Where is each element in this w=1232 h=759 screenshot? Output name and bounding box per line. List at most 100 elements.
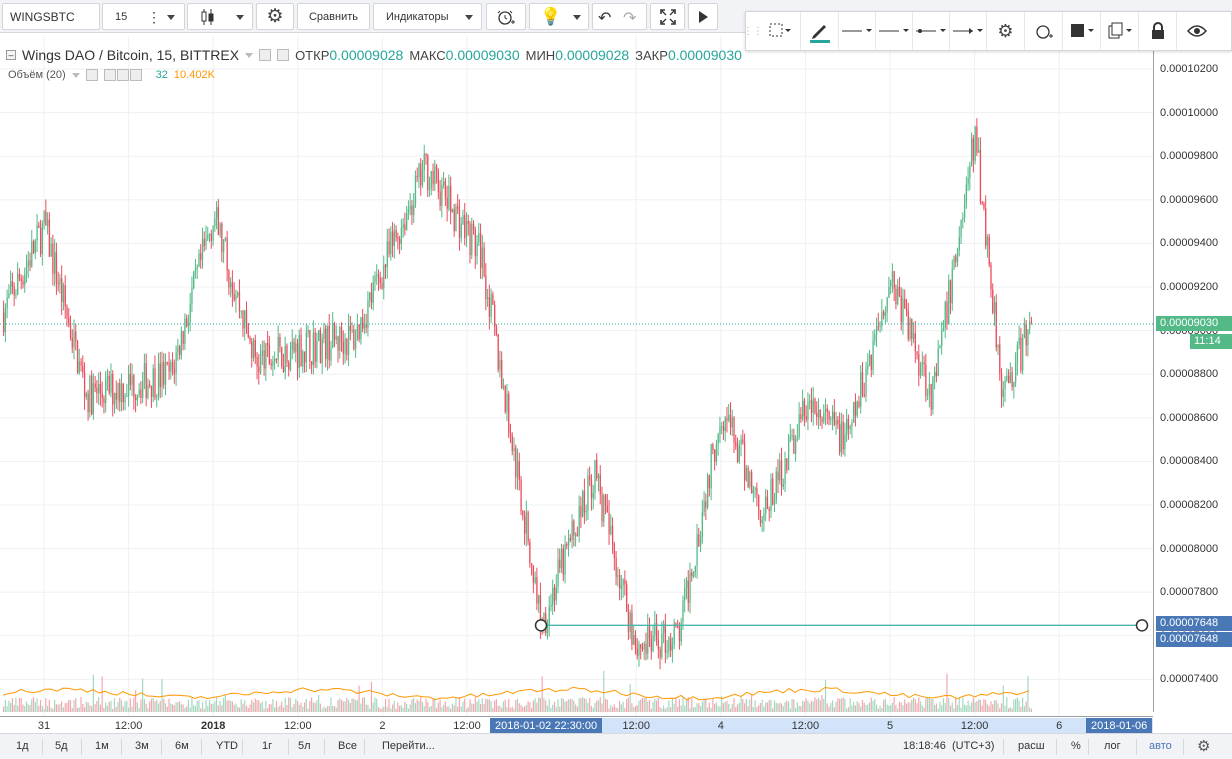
range-button[interactable]: 3м xyxy=(135,740,149,752)
range-button[interactable]: 1г xyxy=(262,740,273,752)
chart-style-button[interactable] xyxy=(187,3,253,30)
auto-toggle[interactable]: авто xyxy=(1149,740,1172,752)
volume-bar xyxy=(972,697,974,712)
time-tick-label: 4 xyxy=(717,720,724,732)
settings-small-icon[interactable] xyxy=(103,69,116,81)
candle-body xyxy=(469,223,471,256)
line-end-button[interactable] xyxy=(949,12,986,50)
volume-bar xyxy=(235,703,237,712)
gear-icon[interactable]: ⚙ xyxy=(1197,738,1211,755)
redo-icon[interactable]: ↷ xyxy=(623,10,637,27)
remove-icon[interactable] xyxy=(129,69,142,81)
drag-handle-icon[interactable]: ⋮⋮ xyxy=(743,25,763,37)
line-style-button[interactable] xyxy=(838,12,875,50)
bottom-toolbar: 1д 5д 1м 3м 6м YTD 1г 5л Все Перейти... 18:18:46… xyxy=(0,733,1232,759)
log-toggle[interactable]: лог xyxy=(1104,740,1121,752)
range-button[interactable]: 5л xyxy=(298,740,311,752)
candle-body xyxy=(215,207,218,219)
separator xyxy=(242,739,243,755)
candle-body xyxy=(163,362,165,385)
volume-bar xyxy=(267,708,269,712)
symbol-search-input[interactable]: WINGSBTC xyxy=(2,3,100,30)
session-toggle[interactable]: расш xyxy=(1018,740,1045,752)
volume-bar xyxy=(288,697,290,712)
chevron-down-icon[interactable] xyxy=(245,52,254,58)
volume-bar xyxy=(587,702,589,712)
collapse-icon[interactable]: – xyxy=(6,50,16,60)
percent-toggle[interactable]: % xyxy=(1071,740,1081,752)
drawing-alert-button[interactable] xyxy=(1024,12,1062,50)
range-button[interactable]: 1д xyxy=(16,740,29,752)
hide-button[interactable] xyxy=(1176,12,1216,50)
interval-selector[interactable]: 15 ⋮ xyxy=(102,3,185,30)
volume-bar xyxy=(1007,708,1010,712)
visual-order-button[interactable] xyxy=(1062,12,1100,50)
line-start-button[interactable] xyxy=(912,12,949,50)
symbol-text: WINGSBTC xyxy=(10,9,75,24)
volume-bar xyxy=(898,701,901,712)
range-button[interactable]: YTD xyxy=(216,740,238,752)
volume-bar xyxy=(828,706,830,712)
goto-date-button[interactable]: Перейти... xyxy=(382,740,435,752)
replay-play-button[interactable] xyxy=(688,3,718,30)
pencil-tool-button[interactable] xyxy=(800,12,838,50)
candle-body xyxy=(962,217,964,220)
range-button[interactable]: Все xyxy=(338,740,357,752)
line-width-button[interactable] xyxy=(875,12,912,50)
candle-body xyxy=(564,543,566,575)
indicators-button[interactable]: Индикаторы xyxy=(373,3,482,30)
volume-bar xyxy=(545,700,547,712)
candle-body xyxy=(110,374,112,393)
drawing-settings-button[interactable]: ⚙ xyxy=(986,12,1024,50)
volume-bar xyxy=(198,700,200,712)
lock-button[interactable] xyxy=(1138,12,1176,50)
range-button[interactable]: 5д xyxy=(55,740,68,752)
ideas-button[interactable]: 💡 xyxy=(529,3,589,30)
volume-bar xyxy=(664,708,666,712)
timezone-button[interactable]: (UTC+3) xyxy=(952,740,995,752)
select-tool-button[interactable] xyxy=(760,12,800,50)
candle-body xyxy=(288,362,290,370)
volume-bar xyxy=(355,700,357,712)
chevron-down-icon[interactable] xyxy=(71,72,80,78)
volume-bar xyxy=(934,704,936,712)
volume-bar xyxy=(478,699,480,712)
candle-body xyxy=(823,412,825,422)
volume-bar xyxy=(719,706,721,712)
volume-bar xyxy=(918,697,920,712)
fullscreen-button[interactable] xyxy=(650,3,685,30)
range-button[interactable]: 6м xyxy=(175,740,189,752)
candle-body xyxy=(235,295,237,300)
eye-icon[interactable] xyxy=(259,49,272,61)
undo-icon[interactable]: ↶ xyxy=(598,10,612,27)
compare-button[interactable]: Сравнить xyxy=(297,3,370,30)
candle-body xyxy=(594,459,596,493)
price-chart-canvas[interactable] xyxy=(0,36,1153,716)
volume-bar xyxy=(404,701,406,712)
volume-bar xyxy=(773,700,776,712)
alert-button[interactable] xyxy=(486,3,526,30)
candle-body xyxy=(319,330,322,364)
candle-body xyxy=(870,355,872,371)
candle-body xyxy=(759,509,762,524)
candle-body xyxy=(346,338,348,355)
volume-bar xyxy=(858,703,860,712)
volume-bar xyxy=(823,698,825,712)
range-button[interactable]: 1м xyxy=(95,740,109,752)
settings-small-icon[interactable] xyxy=(277,49,290,61)
volume-bar xyxy=(582,697,584,712)
clone-button[interactable] xyxy=(1100,12,1138,50)
candle-body xyxy=(673,623,675,645)
volume-bar xyxy=(539,698,541,712)
chart-pane[interactable]: – Wings DAO / Bitcoin, 15, BITTREX ОТКР … xyxy=(0,36,1232,736)
format-icon[interactable] xyxy=(116,69,129,81)
volume-bar xyxy=(353,698,355,712)
eye-icon[interactable] xyxy=(85,69,98,81)
time-axis[interactable]: 6 12:00 5 12:00 4 12:00 12:00 2 12:00 2018 12:00 31… xyxy=(0,716,1153,736)
candle-body xyxy=(106,376,109,380)
settings-button[interactable]: ⚙ xyxy=(256,3,294,30)
volume-bar xyxy=(812,701,814,712)
candle-body xyxy=(487,297,489,300)
volume-bar xyxy=(180,704,182,712)
price-axis[interactable]: 0.000074000.000076000.000078000.00008000… xyxy=(1153,36,1232,712)
